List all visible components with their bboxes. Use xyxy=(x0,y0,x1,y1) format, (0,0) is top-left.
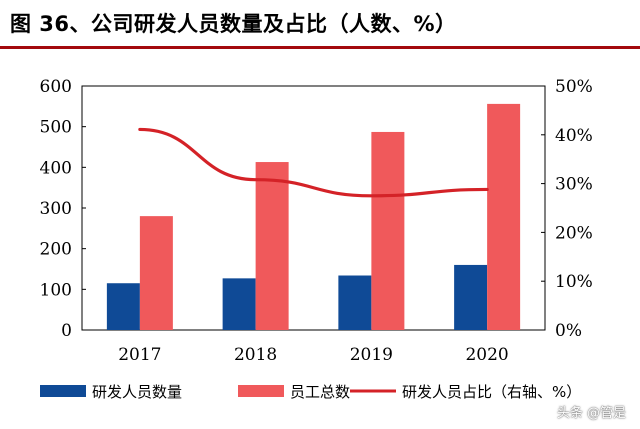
bar-total-staff xyxy=(371,131,405,330)
left-tick-label: 0 xyxy=(61,321,72,341)
left-axis-ticks: 0 100 200 300 400 500 600 xyxy=(40,77,86,341)
right-tick-label: 50% xyxy=(555,77,593,97)
x-tick-label: 2020 xyxy=(465,345,508,365)
legend-rd-staff-swatch xyxy=(40,385,86,397)
legend: 研发人员数量 员工总数 研发人员占比（右轴、%） xyxy=(40,383,581,401)
watermark: 头条 @管是 xyxy=(556,406,626,421)
ratio-line xyxy=(138,127,489,198)
right-tick-label: 30% xyxy=(555,175,593,195)
bar-total-staff xyxy=(487,103,521,330)
x-tick-label: 2019 xyxy=(350,345,393,365)
left-tick-label: 400 xyxy=(40,158,72,178)
right-axis-ticks: 0% 10% 20% 30% 40% 50% xyxy=(541,77,593,341)
right-tick-label: 10% xyxy=(555,272,593,292)
legend-rd-staff-label: 研发人员数量 xyxy=(92,383,182,401)
right-tick-label: 20% xyxy=(555,223,593,243)
bar-series xyxy=(106,103,521,330)
right-tick-label: 40% xyxy=(555,126,593,146)
bar-rd-staff xyxy=(454,264,488,330)
legend-ratio-line-label: 研发人员占比（右轴、%） xyxy=(402,383,581,401)
title-rule xyxy=(0,46,640,49)
legend-total-staff-swatch xyxy=(238,385,284,397)
left-tick-label: 500 xyxy=(40,118,72,138)
left-tick-label: 600 xyxy=(40,77,72,97)
bar-rd-staff xyxy=(106,283,140,330)
x-axis-ticks: 2017 2018 2019 2020 xyxy=(118,345,509,365)
ratio-line-series xyxy=(138,127,489,198)
bar-total-staff xyxy=(255,162,289,330)
chart-title: 图 36、公司研发人员数量及占比（人数、%） xyxy=(10,12,457,36)
x-tick-label: 2017 xyxy=(118,345,161,365)
bar-rd-staff xyxy=(222,278,256,330)
left-tick-label: 100 xyxy=(40,280,72,300)
left-tick-label: 200 xyxy=(40,240,72,260)
legend-total-staff-label: 员工总数 xyxy=(290,383,350,401)
x-tick-label: 2018 xyxy=(234,345,277,365)
bar-rd-staff xyxy=(338,275,372,330)
bar-total-staff xyxy=(139,216,173,330)
right-tick-label: 0% xyxy=(555,321,582,341)
left-tick-label: 300 xyxy=(40,199,72,219)
